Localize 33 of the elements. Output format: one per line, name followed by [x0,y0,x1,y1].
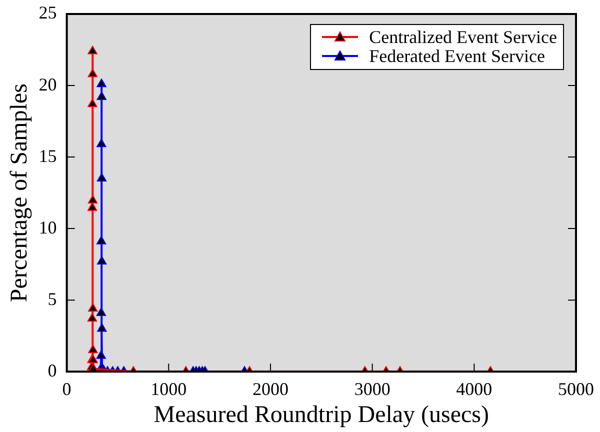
x-tick-label: 1000 [150,379,187,400]
x-tick-label: 4000 [456,379,492,400]
point [88,98,98,108]
legend-label: Centralized Event Service [369,27,557,47]
legend-label: Federated Event Service [369,46,545,66]
point [96,236,106,244]
y-tick-label: 20 [38,74,57,94]
point [96,172,107,182]
x-tick-label: 0 [62,379,72,400]
point [96,307,106,316]
point [88,68,98,78]
point [97,256,107,264]
y-tick-label: 5 [48,288,57,309]
point [88,303,98,312]
y-axis-title: Percentage of Samples [6,84,33,302]
x-tick-label: 5000 [558,379,594,400]
y-tick-label: 25 [38,2,57,23]
point [87,313,98,322]
point [97,323,107,332]
point [88,344,98,354]
x-axis-title: Measured Roundtrip Delay (usecs) [154,402,490,428]
y-tick-label: 0 [48,360,57,380]
point [96,138,106,148]
point [96,91,106,100]
y-tick-label: 15 [38,146,57,166]
point [88,202,98,211]
x-tick-label: 2000 [252,379,288,400]
point [96,78,106,88]
x-tick-label: 3000 [354,379,390,400]
y-tick-label: 10 [38,217,57,238]
point [88,195,98,204]
point [96,350,106,359]
point [88,46,98,54]
